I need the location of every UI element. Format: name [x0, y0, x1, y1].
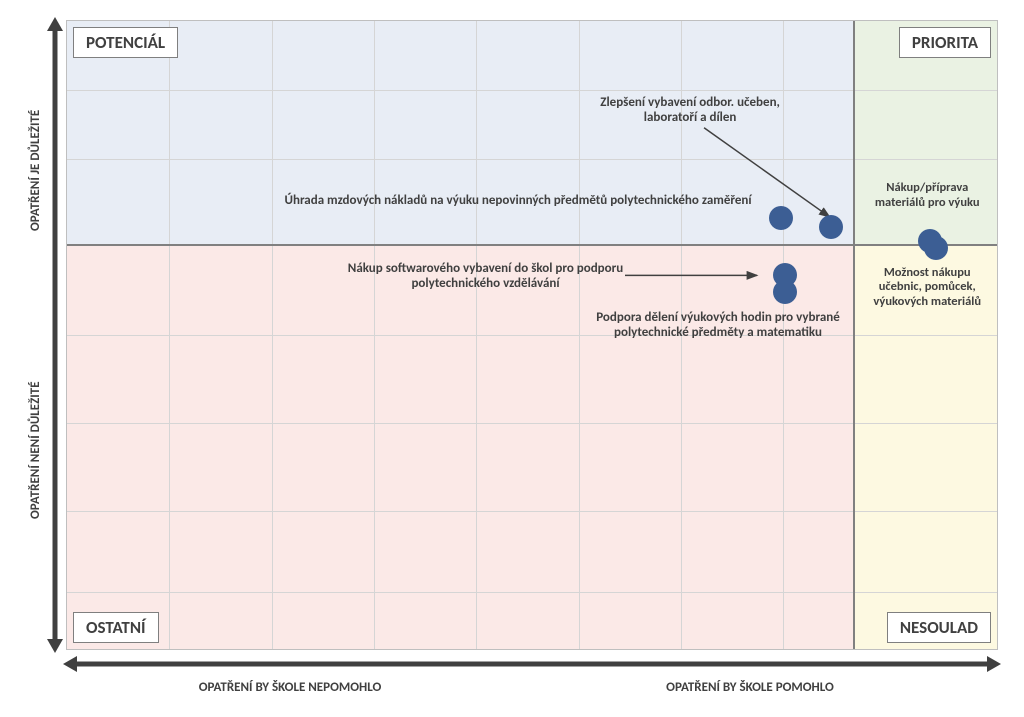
scatter-point: [773, 280, 797, 304]
point-label: Možnost nákupu učebnic, pomůcek, výukový…: [862, 266, 992, 309]
quadrant-label-nesoulad: NESOULAD: [887, 612, 991, 643]
x-axis-label-left: OPATŘENÍ BY ŠKOLE NEPOMOHLO: [160, 680, 420, 695]
x-axis-label-right: OPATŘENÍ BY ŠKOLE POMOHLO: [620, 680, 880, 695]
y-axis-arrow: [46, 17, 64, 653]
quadrant-label-potencial: POTENCIÁL: [73, 27, 178, 58]
y-axis-label-top: OPATŘENÍ JE DŮLEŽITÉ: [28, 80, 43, 260]
point-label: Zlepšení vybavení odbor. učeben, laborat…: [579, 96, 802, 126]
y-axis-label-bottom: OPATŘENÍ NENÍ DŮLEŽITÉ: [28, 350, 43, 550]
quadrant-label-ostatni: OSTATNÍ: [73, 612, 159, 643]
point-label: Podpora dělení výukových hodin pro vybra…: [588, 311, 848, 341]
quadrant-label-priorita: PRIORITA: [899, 27, 991, 58]
leader-lines: [67, 21, 997, 649]
point-label: Nákup softwarového vybavení do škol pro …: [346, 262, 625, 292]
x-axis-arrow: [63, 655, 1001, 673]
point-label: Nákup/příprava materiálů pro výuku: [862, 181, 992, 210]
point-label: Úhrada mzdových nákladů na výuku nepovin…: [225, 194, 811, 209]
chart-plot: Zlepšení vybavení odbor. učeben, laborat…: [66, 20, 998, 650]
scatter-point: [819, 215, 843, 239]
scatter-point: [924, 236, 948, 260]
scatter-point: [769, 206, 793, 230]
plot-area: Zlepšení vybavení odbor. učeben, laborat…: [66, 20, 998, 650]
